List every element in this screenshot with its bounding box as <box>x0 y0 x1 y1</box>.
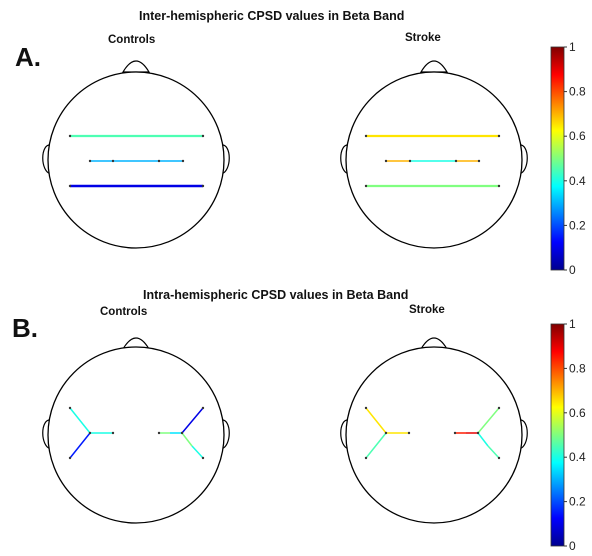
colorbar-b-tick-1: 1 <box>569 317 576 331</box>
edge-b-controls-left-upper <box>69 407 91 434</box>
edge-b-stroke-left-upper <box>365 407 387 434</box>
colorbar-a-tick-1: 1 <box>569 40 576 54</box>
edge-b-controls-left-lower <box>69 432 91 459</box>
panel-a-letter: A. <box>15 42 41 72</box>
panel-a-title: Inter-hemispheric CPSD values in Beta Ba… <box>139 9 405 23</box>
panel-a-stroke-label: Stroke <box>405 32 441 44</box>
panel-a-controls-label: Controls <box>108 34 156 46</box>
head-a-controls <box>42 60 230 249</box>
edge-b-stroke-right-lower-b <box>487 445 500 459</box>
colorbar-b-tick-0-8: 0.8 <box>569 361 586 375</box>
head-b-stroke <box>340 337 528 524</box>
edge-b-controls-right-lower-a <box>181 432 193 447</box>
panel-b-letter: B. <box>12 313 38 343</box>
colorbar-b: 0 0.2 0.4 0.6 0.8 1 <box>550 317 586 553</box>
colorbar-b-tick-0: 0 <box>569 539 576 553</box>
head-a-stroke <box>340 60 528 249</box>
panel-b-title: Intra-hemispheric CPSD values in Beta Ba… <box>143 288 409 302</box>
edge-b-controls-right-lower-b <box>191 445 204 459</box>
electrode-nodes <box>68 134 501 460</box>
colorbar-a-tick-0-4: 0.4 <box>569 174 586 188</box>
colorbar-a-tick-0-2: 0.2 <box>569 218 586 232</box>
colorbar-b-tick-0-6: 0.6 <box>569 406 586 420</box>
colorbar-a: 0 0.2 0.4 0.6 0.8 1 <box>550 40 586 277</box>
colorbar-a-tick-0: 0 <box>569 263 576 277</box>
colorbar-a-ticks: 0 0.2 0.4 0.6 0.8 1 <box>564 40 586 277</box>
edge-b-controls-right-upper <box>181 407 204 434</box>
colorbar-b-tick-0-2: 0.2 <box>569 495 586 509</box>
edge-b-stroke-left-lower <box>365 432 387 459</box>
edge-b-stroke-right-upper <box>477 407 500 434</box>
colorbar-b-ticks: 0 0.2 0.4 0.6 0.8 1 <box>564 317 586 553</box>
edge-b-stroke-right-lower-a <box>477 432 489 447</box>
colorbar-a-tick-0-6: 0.6 <box>569 129 586 143</box>
head-b-controls <box>42 337 230 524</box>
panel-b-stroke-label: Stroke <box>409 304 445 316</box>
panel-b-controls-label: Controls <box>100 306 148 318</box>
colorbar-b-tick-0-4: 0.4 <box>569 450 586 464</box>
colorbar-a-tick-0-8: 0.8 <box>569 85 586 99</box>
